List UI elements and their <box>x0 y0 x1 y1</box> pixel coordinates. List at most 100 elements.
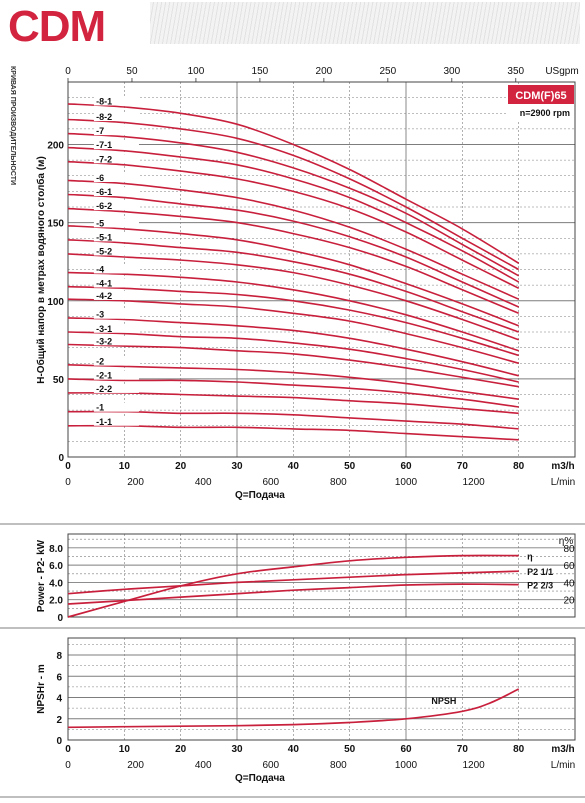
label-bg <box>93 232 139 242</box>
top-tick-label: 150 <box>252 66 269 77</box>
power-curves: η P2 1/1 P2 2/3 <box>67 552 553 618</box>
label-bg <box>93 370 139 380</box>
label-bg <box>93 290 139 300</box>
y-axis: 50 100 150 200 0 <box>47 141 64 465</box>
curve-4-1 <box>67 285 519 357</box>
curve-label: -4-1 <box>96 278 112 288</box>
curve-label: -7-2 <box>96 154 112 164</box>
y-tick-label: 0 <box>57 613 63 624</box>
lmin-tick-label: 600 <box>262 760 279 771</box>
series-label: P2 1/1 <box>527 567 553 577</box>
top-axis: 0 50 100 150 200 250 300 350 USgpm <box>65 66 579 82</box>
model-badge <box>508 85 574 104</box>
top-tick-label: 0 <box>65 66 71 77</box>
curve-4-2 <box>67 298 519 365</box>
y-tick-label: 2 <box>56 715 62 726</box>
top-tick-label: 350 <box>507 66 524 77</box>
y2-tick-label: 60 <box>563 561 575 572</box>
label-bg <box>93 112 139 122</box>
label-bg <box>93 402 139 412</box>
curve-label: -2-2 <box>96 384 112 394</box>
npsh-y-label: NPSHr - m <box>36 664 47 714</box>
lmin-axis-unit: L/min <box>551 760 575 771</box>
curve-3 <box>67 317 519 377</box>
curve-2 <box>67 364 519 400</box>
y2-axis-label: η% <box>559 536 574 547</box>
curve-3-1 <box>67 331 519 383</box>
x-axis: 0 10 20 30 40 50 60 70 80 m3/h <box>65 461 574 472</box>
speed-label: n=2900 rpm <box>520 108 570 118</box>
curve-label: -4 <box>96 264 104 274</box>
lmin-tick-label: 400 <box>195 760 212 771</box>
curve-label: -3-2 <box>96 336 112 346</box>
series-label: η <box>527 552 533 562</box>
label-bg <box>93 187 139 197</box>
x-axis-unit: m3/h <box>551 744 574 755</box>
lmin-axis-unit: L/min <box>551 477 575 488</box>
y-tick-label: 0 <box>58 453 64 464</box>
x-tick-label: 60 <box>400 744 412 755</box>
y-tick-label: 4 <box>56 694 62 705</box>
x-tick-label: 20 <box>175 461 187 472</box>
y2-tick-label: 40 <box>563 578 575 589</box>
label-bg <box>93 416 139 426</box>
x-tick-label: 40 <box>288 461 300 472</box>
x-tick-label: 30 <box>231 461 243 472</box>
curve-5-2 <box>67 253 519 341</box>
label-bg <box>93 264 139 274</box>
x-tick-label: 70 <box>457 461 469 472</box>
lmin-tick-label: 400 <box>195 477 212 488</box>
curve-7 <box>67 132 520 277</box>
lmin-tick-label: 600 <box>262 477 279 488</box>
series-label: NPSH <box>431 696 456 706</box>
curve-label: -1-1 <box>96 417 112 427</box>
y-tick-label: 6.0 <box>49 561 63 572</box>
curve-label: -8-2 <box>96 112 112 122</box>
lmin-tick-label: 1200 <box>462 477 485 488</box>
lmin-tick-label: 200 <box>127 477 144 488</box>
lmin-tick-label: 1200 <box>462 760 485 771</box>
label-bg <box>93 96 139 106</box>
x-tick-label: 80 <box>513 461 525 472</box>
curve-npsh <box>67 688 520 729</box>
curve-label: -2-1 <box>96 371 112 381</box>
plot-frame <box>67 637 576 741</box>
x-tick-label: 70 <box>457 744 469 755</box>
brand-logo: CDM <box>8 2 106 51</box>
x-tick-label: 0 <box>65 744 71 755</box>
plot-frame <box>67 81 576 458</box>
curve-efficiency <box>67 554 519 618</box>
y-tick-label: 6 <box>56 672 62 683</box>
label-bg <box>93 246 139 256</box>
power-chart: 0 2.0 4.0 6.0 8.0 20 40 60 80η% Power - P2- kW η P2… <box>36 533 576 624</box>
curve-label: -7 <box>96 126 104 136</box>
header-pattern <box>150 2 580 44</box>
curve-P2-2-3 <box>67 583 519 605</box>
curve-7-1 <box>67 146 520 283</box>
npsh-x-axis: 0 10 20 30 40 50 60 70 80 m3/h 0 200 400 600 800 1000 12… <box>65 744 575 771</box>
lmin-axis: 0 200 400 600 800 1000 1200 L/min <box>65 477 575 488</box>
y2-tick-label: 80 <box>563 544 575 555</box>
curve-label: -3 <box>96 310 104 320</box>
lmin-tick-label: 1000 <box>395 760 418 771</box>
y2-tick-label: 20 <box>563 596 575 607</box>
lmin-tick-label: 1000 <box>395 477 418 488</box>
speed-label-bg <box>508 106 574 120</box>
x-tick-label: 60 <box>400 461 412 472</box>
label-bg <box>93 356 139 366</box>
x-tick-label: 80 <box>513 744 525 755</box>
series-label: P2 2/3 <box>527 581 553 591</box>
curve-label: -3-1 <box>96 324 112 334</box>
curve-2-2 <box>67 392 519 415</box>
label-bg <box>93 309 139 319</box>
y-tick-label: 50 <box>53 375 65 386</box>
plot-frame <box>67 533 576 618</box>
top-tick-label: 100 <box>188 66 205 77</box>
lmin-tick-label: 800 <box>330 760 347 771</box>
curve-P2-1-1 <box>67 570 519 595</box>
y-tick-label: 200 <box>47 141 64 152</box>
label-bg <box>93 218 139 228</box>
curve-5 <box>67 225 519 327</box>
label-bg <box>93 154 139 164</box>
top-tick-label: 300 <box>443 66 460 77</box>
